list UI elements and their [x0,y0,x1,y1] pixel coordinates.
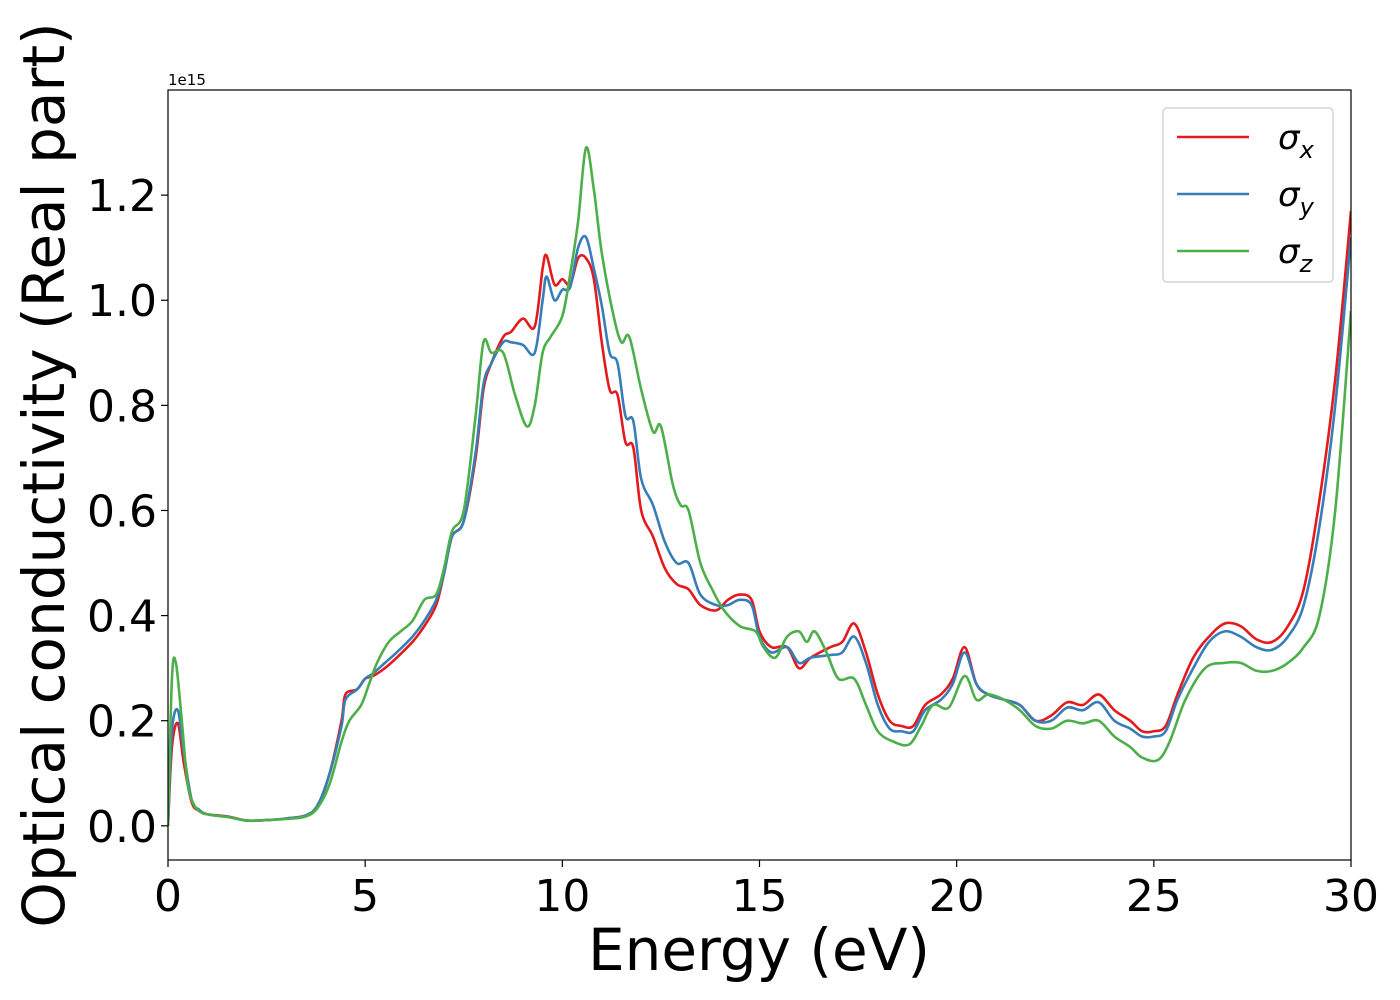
y-tick-label: 0.6 [87,486,157,537]
legend-label-x: σx [1278,118,1315,164]
legend-label-z: σz [1278,232,1314,278]
x-tick-label: 5 [351,871,379,922]
y-tick-label: 1.2 [87,171,157,222]
x-axis-ticks: 0 5 10 15 20 25 30 [154,860,1379,922]
x-tick-label: 10 [534,871,590,922]
x-tick-label: 0 [154,871,182,922]
legend-label-y: σy [1278,175,1315,221]
series-line-z [168,146,1351,826]
legend: σx σy σz [1162,107,1334,283]
legend-items: σx σy σz [1177,118,1315,278]
y-tick-label: 1.0 [87,276,157,327]
x-tick-label: 30 [1323,871,1379,922]
y-tick-label: 0.4 [87,592,157,643]
y-axis-ticks: 0.0 0.2 0.4 0.6 0.8 1.0 1.2 [87,171,168,853]
series-layer [168,146,1351,826]
x-axis-label: Energy (eV) [588,916,930,984]
y-axis-label: Optical conductivity (Real part) [10,22,78,927]
series-line-y [168,234,1351,826]
x-tick-label: 25 [1126,871,1182,922]
y-offset-label: 1e15 [168,71,206,89]
y-tick-label: 0.2 [87,697,157,748]
x-tick-label: 20 [929,871,985,922]
x-tick-label: 15 [732,871,788,922]
y-tick-label: 0.8 [87,381,157,432]
y-tick-label: 0.0 [87,802,157,853]
